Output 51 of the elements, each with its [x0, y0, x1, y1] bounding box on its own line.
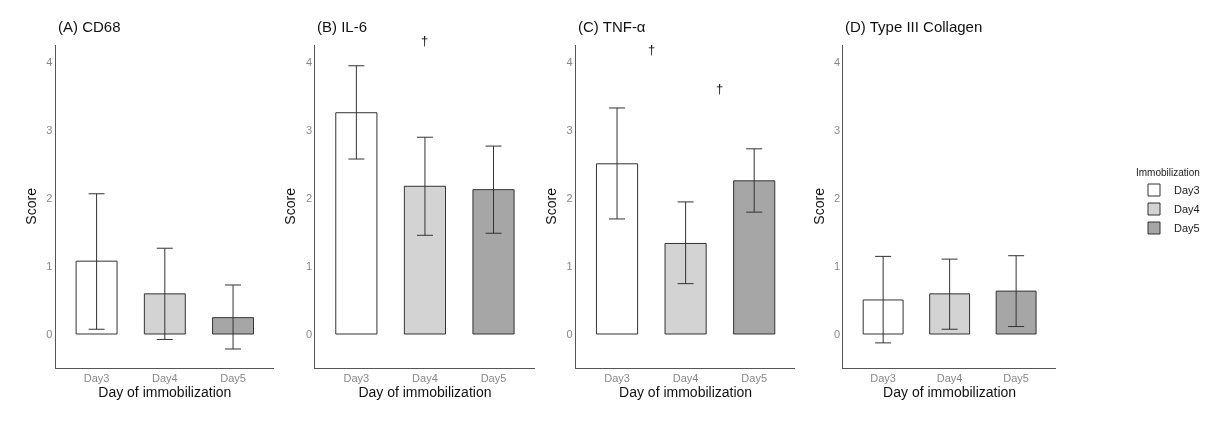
y-tick-label: 2: [305, 191, 313, 204]
x-tick-label: Day4: [151, 372, 178, 385]
y-axis-title: Score: [543, 187, 560, 225]
x-axis-title: Day of immobilization: [98, 384, 232, 401]
y-tick-label: 2: [833, 191, 841, 204]
y-tick-label: 3: [566, 123, 573, 136]
legend-label: Day4: [1174, 203, 1200, 216]
x-tick-label: Day4: [412, 372, 438, 385]
x-axis-title: Day of immobilization: [358, 384, 492, 401]
x-tick-label: Day5: [480, 372, 507, 385]
y-tick-label: 3: [833, 123, 841, 136]
legend-label: Day5: [1174, 222, 1200, 235]
y-tick-label: 4: [833, 55, 841, 68]
legend-label: Day3: [1174, 184, 1200, 197]
y-tick-label: 1: [305, 259, 313, 272]
y-tick-label: 3: [46, 123, 53, 136]
chart-title: (D) Type III Collagen: [845, 18, 983, 35]
x-tick-label: Day3: [604, 372, 630, 385]
x-axis-title: Day of immobilization: [883, 384, 1017, 401]
chart-title: (B) IL-6: [317, 18, 368, 35]
y-tick-label: 2: [46, 191, 53, 204]
y-tick-label: 4: [46, 55, 53, 68]
annotation: †: [421, 33, 429, 48]
y-tick-label: 2: [566, 191, 573, 204]
y-tick-label: 4: [305, 55, 313, 68]
y-tick-label: 1: [46, 259, 53, 272]
x-tick-label: Day4: [936, 372, 963, 385]
y-tick-label: 0: [566, 327, 573, 340]
x-tick-label: Day3: [343, 372, 370, 385]
y-tick-label: 1: [566, 259, 573, 272]
y-tick-label: 0: [46, 327, 53, 340]
y-axis-title: Score: [282, 187, 299, 225]
y-axis-title: Score: [810, 187, 827, 225]
x-tick-label: Day3: [83, 372, 110, 385]
chart-title: (C) TNF-α: [578, 18, 646, 35]
y-tick-label: 0: [833, 327, 841, 340]
y-tick-label: 4: [566, 55, 573, 68]
annotation: †: [716, 81, 724, 96]
x-tick-label: Day5: [220, 372, 246, 385]
y-axis-title: Score: [22, 187, 39, 225]
y-tick-label: 3: [305, 123, 313, 136]
annotation: †: [648, 42, 656, 57]
x-tick-label: Day5: [741, 372, 768, 385]
legend-title: Immobilization: [1136, 166, 1200, 178]
chart-title: (A) CD68: [58, 18, 121, 35]
y-tick-label: 1: [833, 259, 841, 272]
y-tick-label: 0: [305, 327, 313, 340]
x-tick-label: Day5: [1003, 372, 1029, 385]
x-tick-label: Day4: [672, 372, 699, 385]
x-axis-title: Day of immobilization: [619, 384, 753, 401]
x-tick-label: Day3: [870, 372, 896, 385]
